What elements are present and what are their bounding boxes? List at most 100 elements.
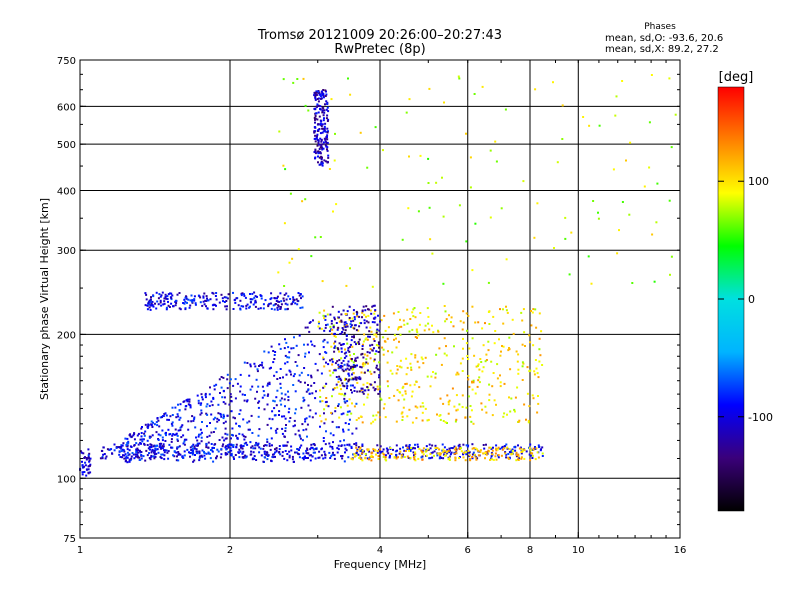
- data-point: [442, 448, 445, 451]
- data-point: [462, 347, 464, 350]
- data-point: [264, 299, 267, 302]
- data-point: [276, 306, 279, 309]
- data-point: [288, 261, 291, 264]
- data-point: [366, 382, 369, 385]
- data-point: [378, 329, 381, 332]
- data-point: [157, 419, 160, 422]
- colorbar-tick-label: -100: [748, 411, 773, 424]
- data-point: [349, 325, 352, 328]
- data-point: [161, 445, 164, 448]
- data-point: [355, 329, 358, 332]
- data-point: [321, 143, 324, 146]
- data-point: [375, 414, 378, 417]
- data-point: [325, 141, 328, 144]
- data-point: [178, 307, 181, 310]
- data-point: [200, 454, 203, 457]
- data-point: [309, 409, 312, 412]
- data-point: [304, 104, 307, 107]
- data-point: [345, 335, 348, 337]
- data-point: [206, 413, 209, 416]
- data-point: [130, 455, 133, 458]
- data-point: [299, 446, 301, 449]
- data-point: [300, 371, 303, 374]
- data-point: [291, 458, 294, 461]
- data-point: [471, 457, 474, 460]
- data-point: [309, 459, 312, 462]
- data-point: [180, 436, 183, 439]
- data-point: [320, 120, 323, 123]
- data-point: [415, 329, 418, 332]
- data-point: [274, 455, 276, 458]
- data-point: [374, 353, 377, 355]
- data-point: [431, 444, 434, 447]
- data-point: [217, 403, 220, 406]
- data-point: [428, 206, 431, 209]
- data-point: [355, 343, 357, 346]
- data-point: [237, 451, 240, 454]
- data-point: [258, 400, 261, 403]
- data-point: [334, 362, 337, 365]
- data-point: [536, 202, 539, 205]
- data-point: [289, 192, 292, 195]
- data-point: [243, 442, 246, 445]
- data-point: [316, 133, 319, 136]
- data-point: [471, 443, 474, 446]
- data-point: [467, 378, 470, 381]
- data-point: [294, 390, 297, 393]
- data-point: [348, 368, 351, 371]
- data-point: [89, 464, 91, 467]
- data-point: [281, 427, 284, 430]
- data-point: [403, 456, 406, 458]
- data-point: [482, 444, 485, 446]
- data-point: [331, 363, 334, 366]
- data-point: [517, 457, 520, 459]
- data-point: [357, 341, 360, 343]
- data-point: [520, 311, 523, 314]
- data-point: [132, 434, 135, 437]
- data-point: [332, 451, 334, 454]
- data-point: [485, 451, 488, 454]
- data-point: [472, 381, 475, 384]
- data-point: [428, 87, 431, 90]
- data-point: [352, 319, 355, 322]
- data-point: [194, 302, 197, 305]
- data-point: [343, 332, 346, 334]
- data-point: [195, 452, 198, 455]
- data-point: [313, 451, 316, 454]
- data-point: [276, 295, 279, 298]
- data-point: [332, 357, 335, 360]
- data-point: [287, 390, 289, 393]
- data-point: [140, 435, 143, 438]
- data-point: [278, 410, 281, 413]
- data-point: [378, 343, 381, 346]
- data-point: [462, 451, 465, 454]
- data-point: [370, 455, 373, 457]
- data-point: [285, 424, 287, 426]
- data-point: [369, 326, 372, 329]
- phase-stats-x: mean, sd,X: 89.2, 27.2: [605, 44, 719, 55]
- data-point: [319, 108, 322, 111]
- data-point: [358, 322, 361, 325]
- data-point: [419, 154, 422, 157]
- data-point: [402, 453, 405, 456]
- data-point: [383, 314, 386, 317]
- y-tick-label: 200: [57, 330, 76, 341]
- data-point: [412, 456, 415, 459]
- data-point: [329, 432, 332, 435]
- data-point: [185, 438, 188, 441]
- data-point: [670, 255, 673, 258]
- data-point: [126, 448, 129, 451]
- data-point: [521, 343, 524, 346]
- data-point: [205, 452, 208, 455]
- data-point: [353, 390, 356, 392]
- data-point: [259, 447, 262, 450]
- data-point: [319, 105, 322, 108]
- data-point: [502, 415, 505, 418]
- data-point: [289, 417, 292, 419]
- data-point: [384, 458, 387, 461]
- data-point: [176, 434, 179, 437]
- data-point: [217, 419, 220, 422]
- data-point: [401, 455, 404, 458]
- data-point: [361, 391, 364, 394]
- data-point: [315, 91, 318, 94]
